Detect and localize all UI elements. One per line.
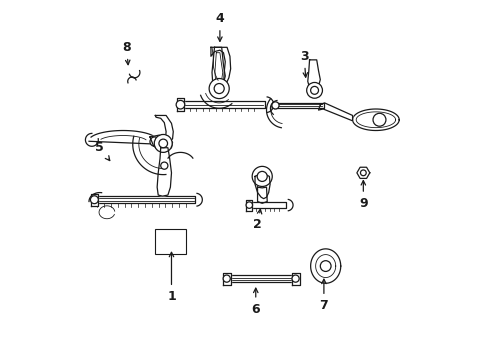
Text: 3: 3 xyxy=(300,50,309,77)
Polygon shape xyxy=(255,175,270,199)
Polygon shape xyxy=(212,47,225,89)
Text: 4: 4 xyxy=(216,12,224,41)
Polygon shape xyxy=(308,60,320,90)
Polygon shape xyxy=(95,196,195,203)
Polygon shape xyxy=(357,167,370,179)
Polygon shape xyxy=(353,109,399,131)
Polygon shape xyxy=(258,187,267,203)
Polygon shape xyxy=(249,202,286,208)
Polygon shape xyxy=(155,116,173,146)
Circle shape xyxy=(311,86,319,94)
Circle shape xyxy=(320,261,331,271)
Circle shape xyxy=(272,102,279,109)
Polygon shape xyxy=(150,135,172,150)
Circle shape xyxy=(209,78,229,99)
Circle shape xyxy=(159,139,168,148)
Polygon shape xyxy=(311,249,341,283)
Circle shape xyxy=(292,275,299,282)
Circle shape xyxy=(176,100,185,109)
Text: 7: 7 xyxy=(319,279,328,312)
Polygon shape xyxy=(180,101,265,108)
Circle shape xyxy=(154,134,172,152)
Circle shape xyxy=(214,84,224,94)
Text: 9: 9 xyxy=(359,181,368,210)
Polygon shape xyxy=(246,200,252,211)
Polygon shape xyxy=(157,148,171,196)
Text: 1: 1 xyxy=(167,252,176,303)
Text: 2: 2 xyxy=(253,209,262,231)
Circle shape xyxy=(223,275,230,282)
Text: 6: 6 xyxy=(251,288,260,316)
Polygon shape xyxy=(211,47,231,87)
Circle shape xyxy=(373,113,386,126)
Polygon shape xyxy=(223,273,231,285)
Polygon shape xyxy=(274,103,324,108)
Polygon shape xyxy=(227,275,295,282)
Polygon shape xyxy=(292,273,299,285)
Circle shape xyxy=(361,170,366,176)
Polygon shape xyxy=(91,194,98,206)
Circle shape xyxy=(252,166,272,186)
Polygon shape xyxy=(177,98,184,111)
Circle shape xyxy=(257,171,267,181)
Circle shape xyxy=(150,137,159,146)
Circle shape xyxy=(307,82,322,98)
Circle shape xyxy=(161,162,168,169)
Polygon shape xyxy=(318,103,353,121)
Text: 8: 8 xyxy=(122,41,131,65)
Text: 5: 5 xyxy=(96,141,110,161)
Circle shape xyxy=(91,196,98,204)
Circle shape xyxy=(246,202,252,208)
